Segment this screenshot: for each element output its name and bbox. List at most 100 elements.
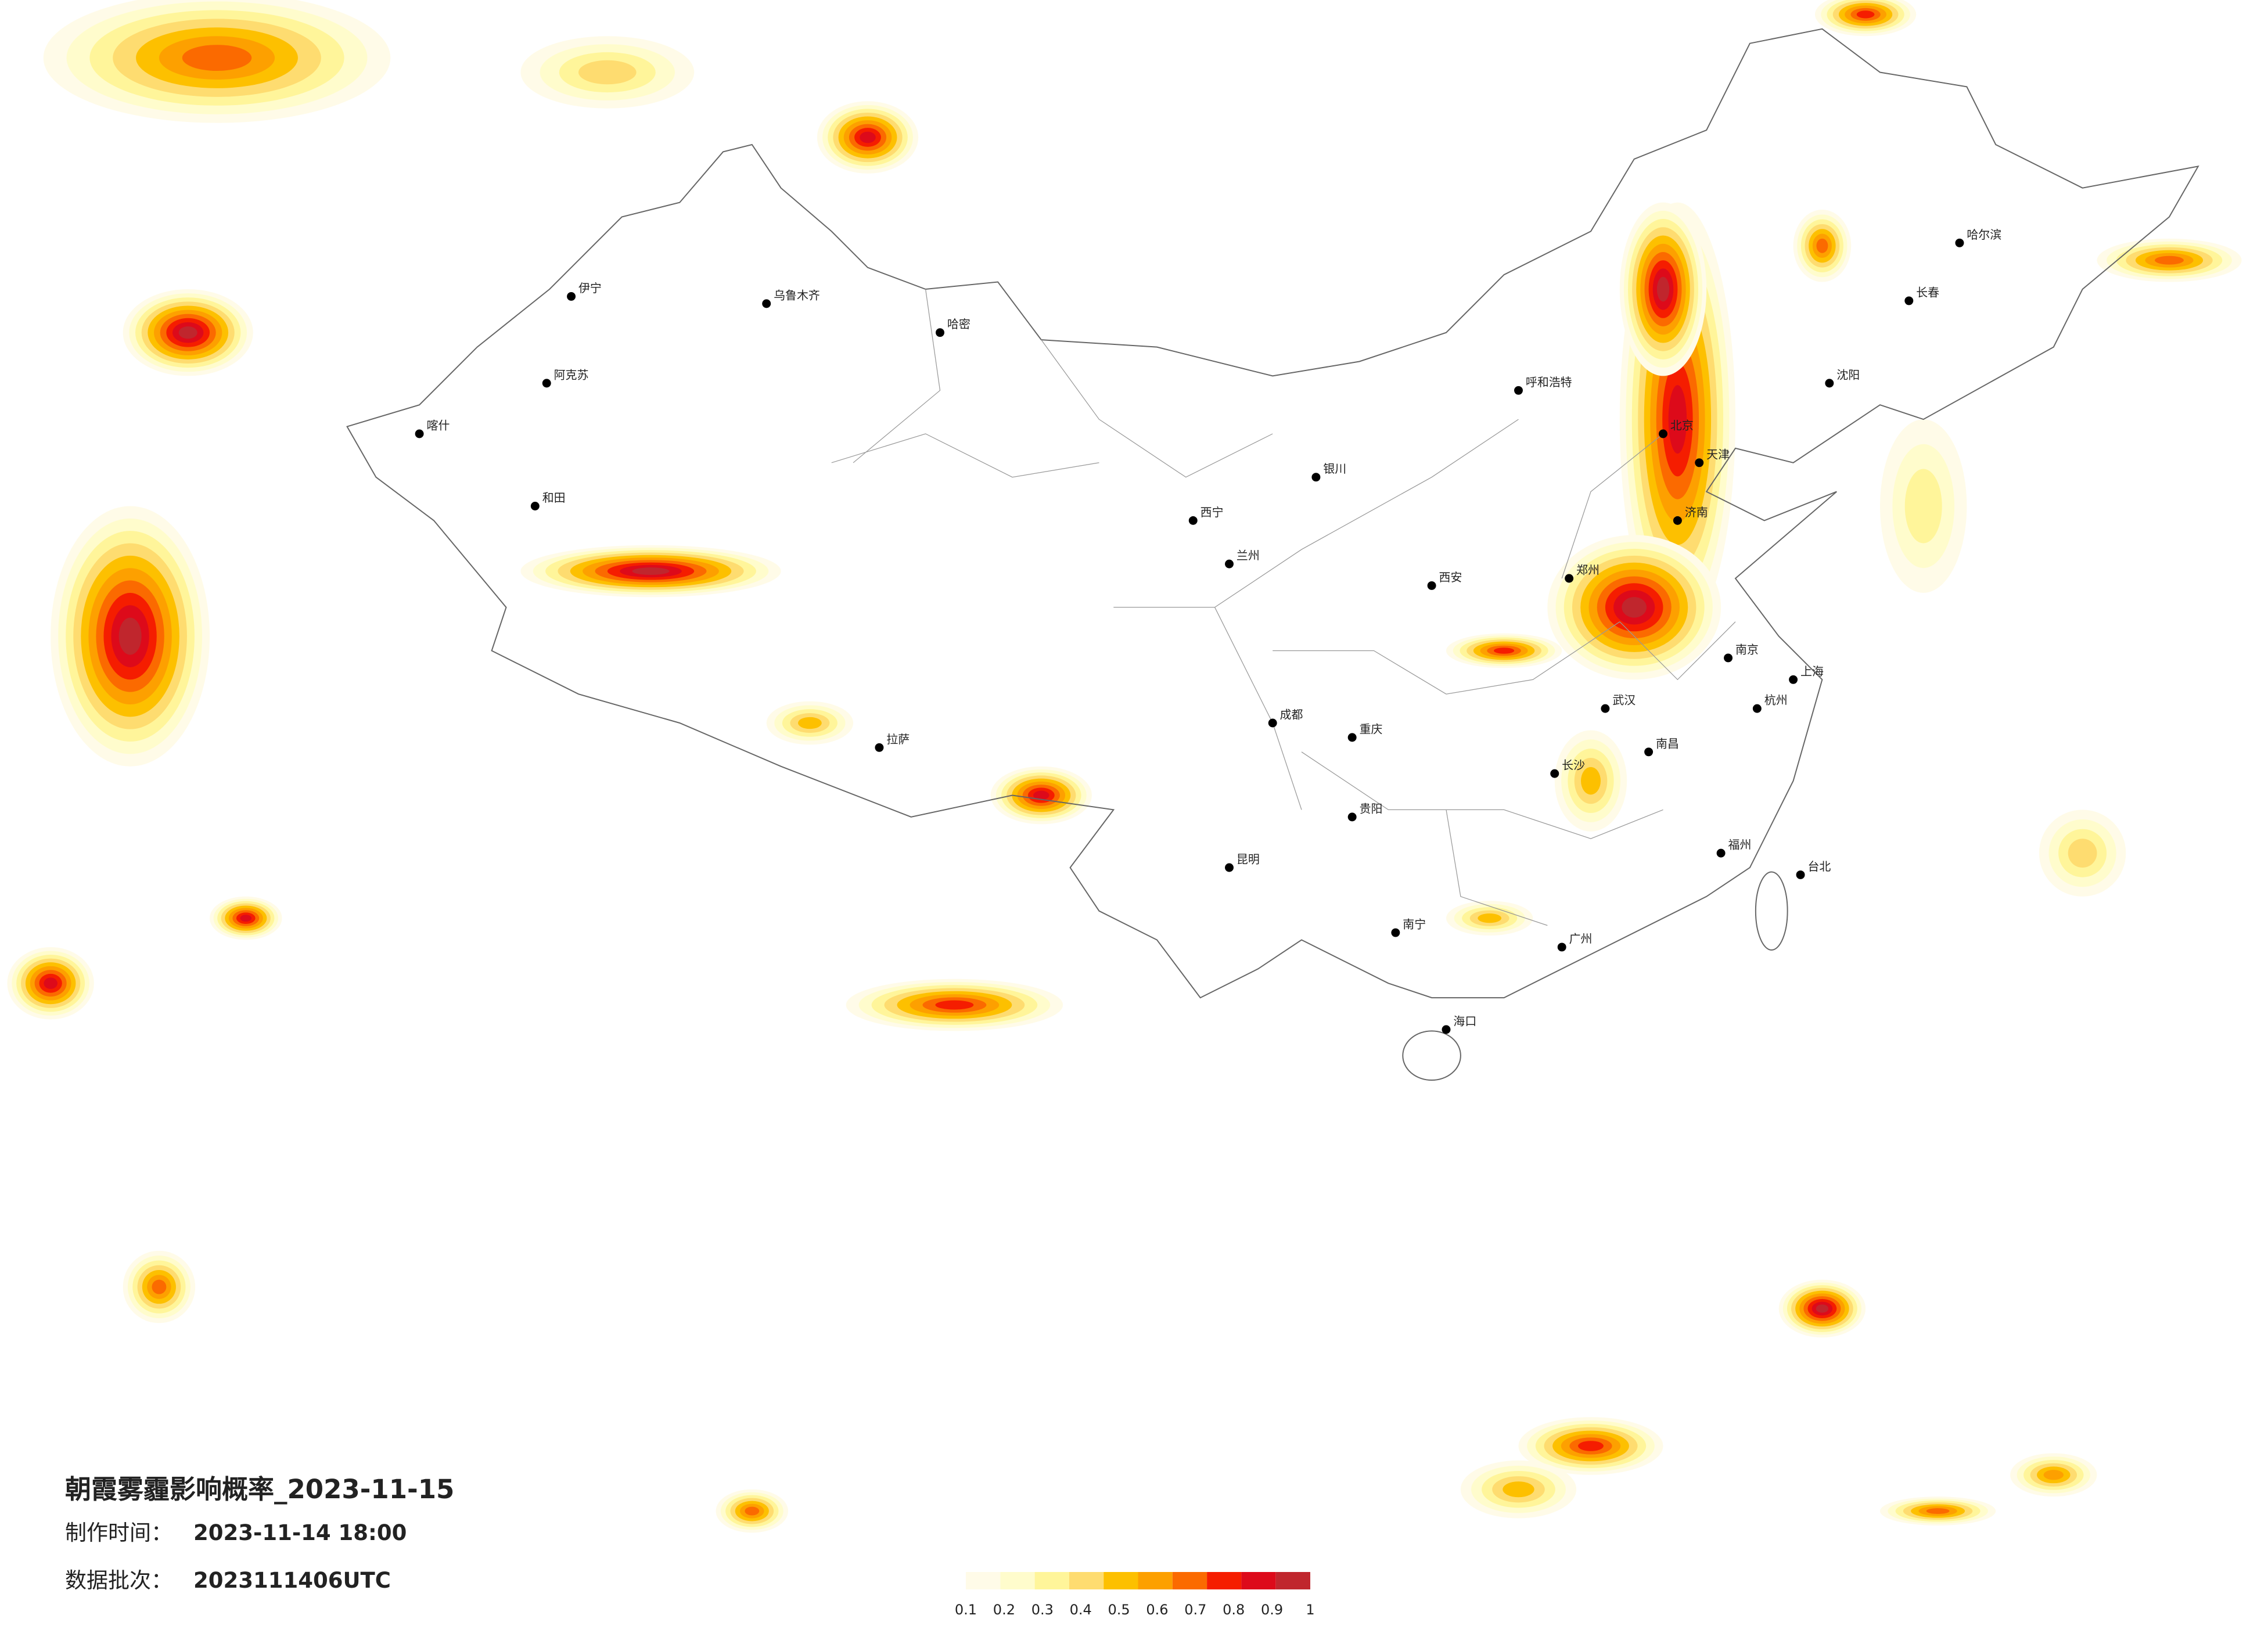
field-patch xyxy=(1856,10,1875,19)
city-label: 长沙 xyxy=(1562,759,1585,772)
colorbar-cell xyxy=(1241,1572,1276,1589)
city-dot xyxy=(1188,516,1198,525)
field-patch xyxy=(1904,469,1942,544)
city-dot xyxy=(1825,379,1834,388)
city-label: 乌鲁木齐 xyxy=(774,289,820,302)
city-dot xyxy=(936,328,944,337)
colorbar: 0.1 0.2 0.3 0.4 0.5 0.6 0.7 0.8 0.9 1 xyxy=(955,1572,1315,1618)
city-label: 长春 xyxy=(1916,286,1939,299)
colorbar-tick-label: 0.6 xyxy=(1146,1602,1168,1618)
colorbar-cell xyxy=(1275,1572,1310,1589)
field-patch xyxy=(152,1279,167,1294)
colorbar-cell xyxy=(1034,1572,1069,1589)
colorbar-tick-label: 1 xyxy=(1306,1602,1314,1618)
field-patch xyxy=(1926,1508,1950,1515)
city-dot xyxy=(1550,769,1559,778)
city-dot xyxy=(1789,675,1798,684)
made-time: 2023-11-14 18:00 xyxy=(193,1520,407,1545)
city-dot xyxy=(1225,863,1234,872)
city-dot xyxy=(1955,238,1964,247)
colorbar-cell xyxy=(1069,1572,1104,1589)
city-label: 南昌 xyxy=(1656,737,1679,750)
field-patch xyxy=(2155,256,2184,265)
city-label: 兰州 xyxy=(1237,549,1260,563)
colorbar-tick-label: 0.9 xyxy=(1261,1602,1283,1618)
china-border xyxy=(346,28,2199,999)
city-dot xyxy=(1752,704,1762,713)
city-dot xyxy=(1311,473,1321,482)
city-label: 杭州 xyxy=(1764,694,1788,707)
field-patch xyxy=(1503,1481,1534,1498)
city-dot xyxy=(1673,516,1682,525)
city-label: 贵阳 xyxy=(1360,802,1383,815)
batch-value: 2023111406UTC xyxy=(193,1568,391,1593)
field-patch xyxy=(2068,839,2097,868)
probability-field xyxy=(7,0,2242,1533)
field-patch xyxy=(240,915,252,922)
city-dot xyxy=(1557,942,1566,952)
city-label: 和田 xyxy=(542,491,566,505)
colorbar-tick-label: 0.3 xyxy=(1031,1602,1054,1618)
field-patch xyxy=(1578,1441,1604,1451)
city-dot xyxy=(567,292,576,301)
field-patch xyxy=(182,45,252,71)
city-label: 福州 xyxy=(1728,839,1752,852)
city-label: 西安 xyxy=(1439,571,1462,584)
city-label: 台北 xyxy=(1808,860,1831,873)
hainan xyxy=(1402,1030,1461,1081)
colorbar-tick-label: 0.4 xyxy=(1070,1602,1092,1618)
city-dot xyxy=(1565,574,1574,583)
city-dot xyxy=(1514,386,1523,395)
city-dot xyxy=(1644,747,1654,757)
city-dot xyxy=(1225,559,1234,569)
city-label: 南京 xyxy=(1735,643,1759,656)
city-dot xyxy=(1904,296,1914,305)
city-dot xyxy=(415,429,424,438)
colorbar-tick-label: 0.5 xyxy=(1108,1602,1130,1618)
field-patch xyxy=(1494,647,1515,654)
city-label: 南宁 xyxy=(1403,918,1426,931)
colorbar-tick-label: 0.8 xyxy=(1223,1602,1245,1618)
city-label: 喀什 xyxy=(427,419,450,433)
city-label: 重庆 xyxy=(1360,722,1383,736)
city-label: 上海 xyxy=(1800,665,1824,678)
city-label: 郑州 xyxy=(1576,564,1600,577)
field-patch xyxy=(578,60,637,85)
city-label: 哈密 xyxy=(947,318,971,331)
city-label: 昆明 xyxy=(1237,853,1260,866)
city-dot xyxy=(1695,458,1704,467)
city-dot xyxy=(1601,704,1610,713)
city-dot xyxy=(1796,870,1805,879)
city-label: 伊宁 xyxy=(578,282,602,295)
colorbar-cell xyxy=(1172,1572,1207,1589)
city-label: 天津 xyxy=(1706,448,1730,461)
city-dot xyxy=(1347,812,1357,822)
colorbar-cell xyxy=(1207,1572,1242,1589)
colorbar-tick-label: 0.1 xyxy=(955,1602,977,1618)
colorbar-cell xyxy=(1138,1572,1173,1589)
colorbar-tick-label: 0.2 xyxy=(993,1602,1015,1618)
field-patch xyxy=(2043,1470,2064,1480)
city-dot xyxy=(1724,653,1733,663)
city-dot xyxy=(1442,1025,1451,1034)
city-dot xyxy=(1716,848,1726,858)
field-patch xyxy=(745,1506,760,1516)
city-dot xyxy=(1659,429,1667,438)
city-dot xyxy=(542,379,551,388)
city-dot xyxy=(762,299,771,308)
colorbar-cell xyxy=(966,1572,1001,1589)
field-patch xyxy=(1478,913,1502,923)
field-patch xyxy=(1581,767,1601,795)
city-label: 广州 xyxy=(1569,932,1593,945)
taiwan xyxy=(1755,871,1788,951)
city-label: 拉萨 xyxy=(886,733,910,746)
field-patch xyxy=(118,617,142,655)
field-patch xyxy=(798,717,822,729)
city-dot xyxy=(1391,928,1400,937)
field-patch xyxy=(1033,790,1049,800)
city-label: 银川 xyxy=(1323,462,1346,476)
field-patch xyxy=(178,326,197,339)
made-label: 制作时间： xyxy=(65,1520,172,1545)
